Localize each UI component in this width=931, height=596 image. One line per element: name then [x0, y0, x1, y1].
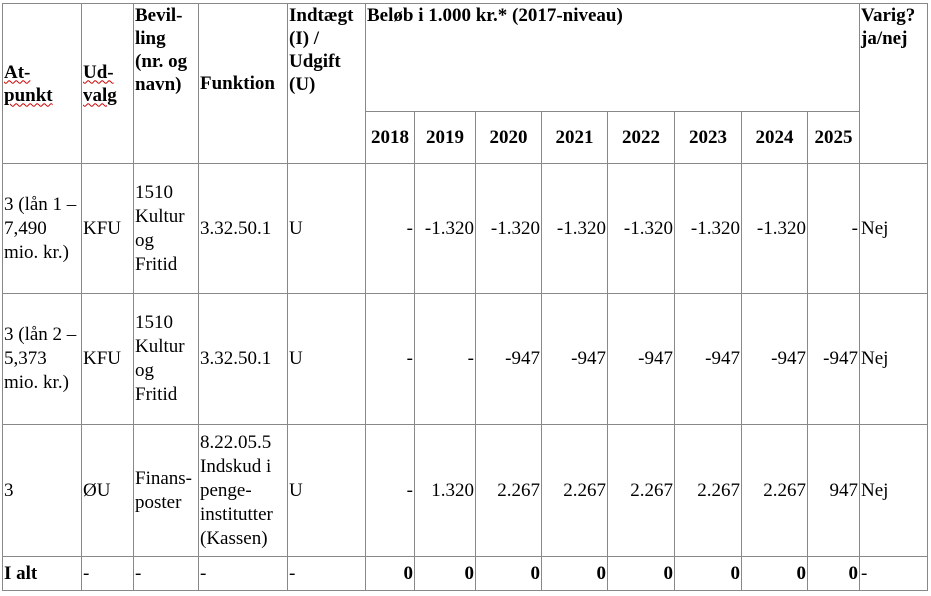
cell-value-2024: -1.320 — [741, 163, 808, 294]
total-value-2023: 0 — [674, 556, 742, 591]
cell-value-2019: 1.320 — [414, 424, 476, 557]
cell-atpunkt: 3 — [2, 424, 82, 557]
header-funktion: Funktion — [198, 3, 288, 164]
year-header-row: 2018 2019 2020 2021 2022 2023 2024 2025 — [3, 111, 928, 164]
cell-value-2025: 947 — [807, 424, 860, 557]
cell-value-2023: -1.320 — [674, 163, 742, 294]
cell-value-2022: -1.320 — [607, 163, 675, 294]
cell-value-2018: - — [365, 293, 415, 425]
cell-value-2021: -1.320 — [541, 163, 608, 294]
header-row: At- punkt Ud- valg Bevil-ling (nr. og na… — [2, 3, 928, 164]
cell-value-2024: 2.267 — [741, 424, 808, 557]
cell-value-2022: -947 — [607, 293, 675, 425]
cell-value-2021: 2.267 — [541, 424, 608, 557]
cell-udvalg: ØU — [81, 424, 134, 557]
cell-value-2019: -1.320 — [414, 163, 476, 294]
cell-value-2025: -947 — [807, 293, 860, 425]
header-year-2018: 2018 — [365, 111, 415, 164]
cell-value-2021: -947 — [541, 293, 608, 425]
total-value-2019: 0 — [414, 556, 476, 591]
total-funktion: - — [198, 556, 288, 591]
cell-iu: U — [287, 424, 366, 557]
header-atpunkt-line2: punkt — [4, 84, 53, 106]
header-indtaegt: Indtægt (I) / Udgift (U) — [287, 3, 366, 164]
total-value-2018: 0 — [365, 556, 415, 591]
table-row: 3 (lån 1 – 7,490 mio. kr.) KFU 1510 Kult… — [2, 163, 928, 294]
total-bevilling: - — [133, 556, 199, 591]
total-iu: - — [287, 556, 366, 591]
cell-varig: Nej — [859, 163, 928, 294]
cell-iu: U — [287, 163, 366, 294]
header-year-2022: 2022 — [607, 111, 675, 164]
cell-funktion: 3.32.50.1 — [198, 293, 288, 425]
header-year-2023: 2023 — [674, 111, 742, 164]
header-atpunkt-line1: At- — [4, 61, 31, 83]
total-varig: - — [859, 556, 928, 591]
cell-funktion: 3.32.50.1 — [198, 163, 288, 294]
header-year-2024: 2024 — [741, 111, 808, 164]
cell-funktion: 8.22.05.5 Indskud i penge-institutter (K… — [198, 424, 288, 557]
cell-value-2018: - — [365, 163, 415, 294]
header-belob: Beløb i 1.000 kr.* (2017-niveau) — [365, 3, 860, 112]
total-row: I alt - - - - 0 0 0 0 0 0 0 0 - — [2, 556, 928, 591]
cell-value-2019: - — [414, 293, 476, 425]
header-year-2019: 2019 — [414, 111, 476, 164]
cell-value-2022: 2.267 — [607, 424, 675, 557]
header-atpunkt: At- punkt — [2, 3, 82, 164]
total-udvalg: - — [81, 556, 134, 591]
cell-atpunkt: 3 (lån 1 – 7,490 mio. kr.) — [2, 163, 82, 294]
cell-udvalg: KFU — [81, 293, 134, 425]
header-udvalg-line2: valg — [83, 84, 117, 106]
cell-iu: U — [287, 293, 366, 425]
cell-varig: Nej — [859, 293, 928, 425]
cell-bevilling: 1510 Kultur og Fritid — [133, 163, 199, 294]
header-bevilling: Bevil-ling (nr. og navn) — [133, 3, 199, 164]
cell-value-2025: - — [807, 163, 860, 294]
cell-value-2024: -947 — [741, 293, 808, 425]
table-row: 3 (lån 2 – 5,373 mio. kr.) KFU 1510 Kult… — [2, 293, 928, 425]
header-udvalg: Ud- valg — [81, 3, 134, 164]
cell-value-2018: - — [365, 424, 415, 557]
total-value-2022: 0 — [607, 556, 675, 591]
total-value-2021: 0 — [541, 556, 608, 591]
cell-value-2020: -1.320 — [475, 163, 542, 294]
cell-varig: Nej — [859, 424, 928, 557]
total-value-2025: 0 — [807, 556, 860, 591]
cell-udvalg: KFU — [81, 163, 134, 294]
cell-value-2023: -947 — [674, 293, 742, 425]
budget-table: At- punkt Ud- valg Bevil-ling (nr. og na… — [2, 3, 928, 591]
header-year-2020: 2020 — [475, 111, 542, 164]
cell-value-2023: 2.267 — [674, 424, 742, 557]
total-value-2024: 0 — [741, 556, 808, 591]
cell-value-2020: 2.267 — [475, 424, 542, 557]
cell-value-2020: -947 — [475, 293, 542, 425]
header-year-2021: 2021 — [541, 111, 608, 164]
total-label: I alt — [2, 556, 82, 591]
table-row: 3 ØU Finans-poster 8.22.05.5 Indskud i p… — [2, 424, 928, 557]
total-value-2020: 0 — [475, 556, 542, 591]
cell-atpunkt: 3 (lån 2 – 5,373 mio. kr.) — [2, 293, 82, 425]
header-varig: Varig? ja/nej — [859, 3, 928, 164]
header-udvalg-line1: Ud- — [83, 61, 114, 83]
cell-bevilling: 1510 Kultur og Fritid — [133, 293, 199, 425]
header-year-2025: 2025 — [807, 111, 860, 164]
cell-bevilling: Finans-poster — [133, 424, 199, 557]
